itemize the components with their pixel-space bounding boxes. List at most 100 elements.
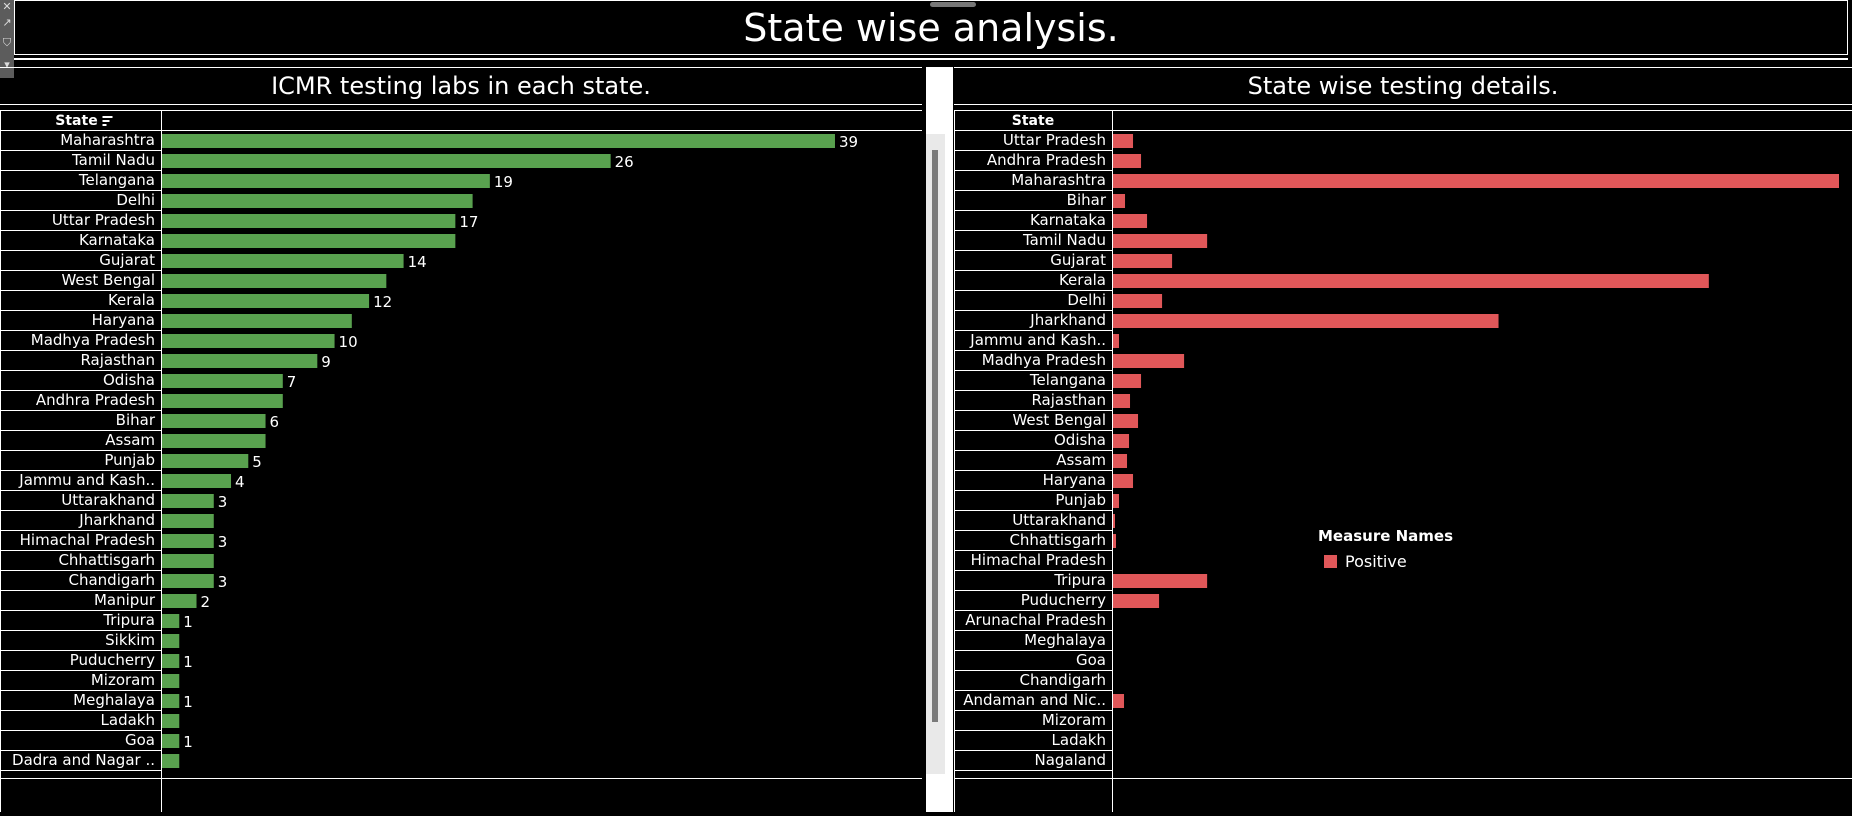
bar[interactable] (162, 154, 611, 168)
category-label[interactable]: Uttar Pradesh (52, 211, 155, 229)
sort-icon[interactable] (102, 116, 113, 126)
bar[interactable] (1113, 214, 1148, 228)
legend-item[interactable]: Positive (1318, 552, 1518, 571)
category-label[interactable]: Manipur (94, 591, 156, 609)
bar[interactable] (1113, 454, 1128, 468)
bar[interactable] (162, 394, 283, 408)
category-label[interactable]: Mizoram (1042, 711, 1106, 729)
bar[interactable] (162, 634, 180, 648)
category-label[interactable]: Dadra and Nagar .. (12, 751, 155, 769)
bar[interactable] (162, 674, 180, 688)
category-label[interactable]: Tripura (102, 611, 155, 629)
category-label[interactable]: Punjab (1055, 491, 1106, 509)
category-label[interactable]: Arunachal Pradesh (965, 611, 1106, 629)
bar[interactable] (1113, 474, 1134, 488)
category-label[interactable]: Gujarat (1050, 251, 1106, 269)
category-label[interactable]: Uttarakhand (1012, 511, 1106, 529)
bar[interactable] (162, 294, 370, 308)
bar[interactable] (162, 234, 456, 248)
bar[interactable] (1113, 394, 1131, 408)
bar[interactable] (162, 274, 387, 288)
bar[interactable] (1113, 694, 1125, 708)
bar[interactable] (162, 474, 232, 488)
category-label[interactable]: Kerala (108, 291, 155, 309)
bar[interactable] (162, 454, 249, 468)
category-label[interactable]: Chandigarh (1020, 671, 1107, 689)
category-label[interactable]: Gujarat (99, 251, 155, 269)
category-label[interactable]: Bihar (1067, 191, 1107, 209)
bar[interactable] (1113, 294, 1163, 308)
bar[interactable] (1113, 234, 1208, 248)
bar[interactable] (162, 134, 835, 148)
category-label[interactable]: Rajasthan (80, 351, 155, 369)
bar[interactable] (162, 414, 266, 428)
bar[interactable] (1113, 574, 1208, 588)
bar[interactable] (1113, 334, 1120, 348)
bar[interactable] (162, 314, 352, 328)
bar[interactable] (1113, 494, 1120, 508)
category-label[interactable]: Assam (1056, 451, 1106, 469)
bar[interactable] (162, 334, 335, 348)
category-label[interactable]: Odisha (1054, 431, 1106, 449)
category-label[interactable]: Sikkim (105, 631, 155, 649)
category-label[interactable]: Andaman and Nic.. (963, 691, 1106, 709)
bar[interactable] (162, 254, 404, 268)
category-label[interactable]: Assam (105, 431, 155, 449)
category-label[interactable]: Chhattisgarh (1009, 531, 1106, 549)
bar[interactable] (162, 514, 214, 528)
filter-icon[interactable]: ⛉ (2, 36, 12, 49)
category-label[interactable]: Andhra Pradesh (36, 391, 155, 409)
category-label[interactable]: Punjab (104, 451, 155, 469)
bar[interactable] (162, 594, 197, 608)
category-label[interactable]: Andhra Pradesh (987, 151, 1106, 169)
bar[interactable] (162, 654, 180, 668)
state-column-header[interactable]: State (1012, 113, 1054, 129)
category-label[interactable]: West Bengal (61, 271, 155, 289)
category-label[interactable]: Madhya Pradesh (982, 351, 1106, 369)
category-label[interactable]: Haryana (1043, 471, 1106, 489)
category-label[interactable]: Meghalaya (1024, 631, 1106, 649)
bar[interactable] (162, 174, 490, 188)
category-label[interactable]: Meghalaya (73, 691, 155, 709)
category-label[interactable]: Maharashtra (60, 131, 155, 149)
bar[interactable] (1113, 374, 1142, 388)
bar[interactable] (162, 354, 318, 368)
category-label[interactable]: Madhya Pradesh (31, 331, 155, 349)
category-label[interactable]: Jammu and Kash.. (18, 471, 155, 489)
category-label[interactable]: Puducherry (70, 651, 155, 669)
bar[interactable] (1113, 514, 1116, 528)
category-label[interactable]: Puducherry (1021, 591, 1106, 609)
bar[interactable] (162, 714, 180, 728)
category-label[interactable]: Ladakh (1052, 731, 1106, 749)
bar[interactable] (1113, 354, 1185, 368)
category-label[interactable]: Himachal Pradesh (20, 531, 155, 549)
category-label[interactable]: Tamil Nadu (71, 151, 155, 169)
bar[interactable] (1113, 254, 1173, 268)
category-label[interactable]: Bihar (116, 411, 156, 429)
bar[interactable] (1113, 414, 1139, 428)
category-label[interactable]: Rajasthan (1031, 391, 1106, 409)
bar[interactable] (162, 554, 214, 568)
bar[interactable] (162, 374, 283, 388)
close-icon[interactable]: ✕ (2, 0, 12, 13)
bar[interactable] (1113, 134, 1134, 148)
bar[interactable] (162, 434, 266, 448)
drag-handle[interactable] (930, 2, 976, 7)
bar[interactable] (1113, 534, 1117, 548)
category-label[interactable]: Kerala (1059, 271, 1106, 289)
bar[interactable] (162, 494, 214, 508)
bar[interactable] (1113, 434, 1130, 448)
category-label[interactable]: Chhattisgarh (58, 551, 155, 569)
bar[interactable] (1113, 174, 1839, 188)
category-label[interactable]: Goa (125, 731, 155, 749)
scrollbar-thumb[interactable] (932, 150, 938, 722)
category-label[interactable]: Telangana (1029, 371, 1106, 389)
category-label[interactable]: Delhi (116, 191, 155, 209)
category-label[interactable]: Haryana (92, 311, 155, 329)
category-label[interactable]: Himachal Pradesh (971, 551, 1106, 569)
category-label[interactable]: Jammu and Kash.. (969, 331, 1106, 349)
category-label[interactable]: Nagaland (1034, 751, 1106, 769)
category-label[interactable]: Karnataka (79, 231, 155, 249)
category-label[interactable]: Goa (1076, 651, 1106, 669)
state-column-header[interactable]: State (55, 113, 97, 129)
